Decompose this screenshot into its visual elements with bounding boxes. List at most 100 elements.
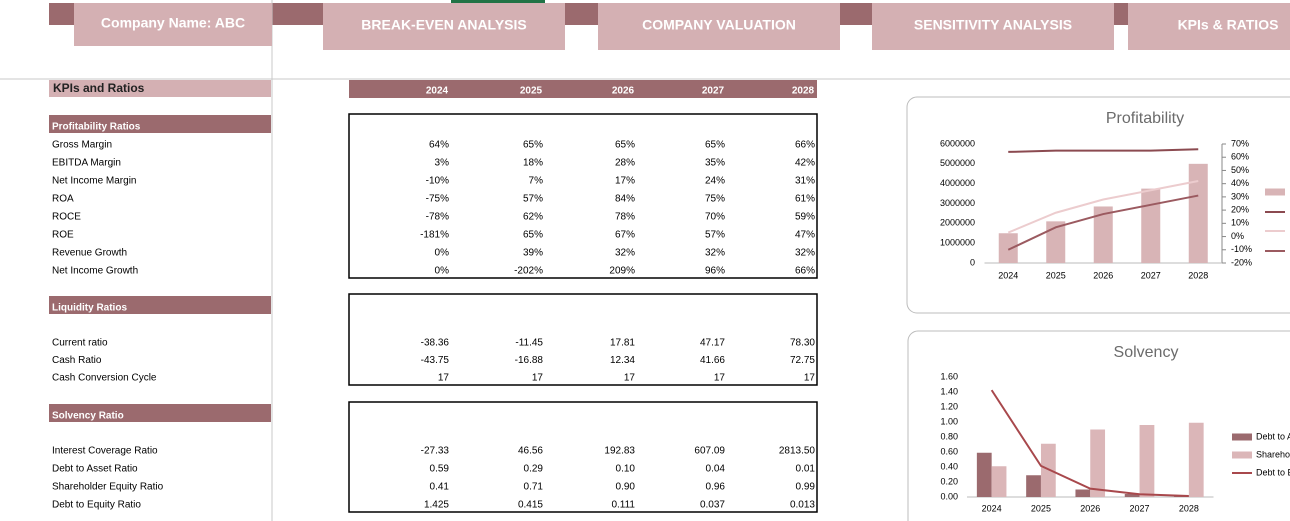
x-tick-label: 2028 (1188, 270, 1208, 280)
x-tick-label: 2028 (1179, 503, 1199, 513)
cell-value: 61% (795, 194, 815, 205)
cell-value: 78% (615, 212, 635, 223)
sheet-title: KPIs and Ratios (53, 81, 145, 95)
y2-tick-label: 10% (1231, 218, 1249, 228)
cell-value: -75% (426, 194, 449, 205)
line-series (1007, 180, 1199, 234)
y-tick-label: 0.60 (940, 446, 958, 456)
cell-value: 0.111 (611, 500, 635, 511)
nav-label[interactable]: BREAK-EVEN ANALYSIS (361, 17, 526, 33)
cell-value: 0.41 (430, 482, 450, 493)
company-box (74, 3, 272, 46)
y-tick-label: 2000000 (940, 218, 975, 228)
cell-value: -181% (420, 230, 449, 241)
section-title: Liquidity Ratios (52, 303, 127, 314)
cell-value: 0.037 (700, 500, 725, 511)
y2-tick-label: 50% (1231, 165, 1249, 175)
y-tick-label: 1.20 (940, 401, 958, 411)
section-box (348, 113, 818, 279)
nav-button[interactable] (1128, 3, 1290, 50)
year-label: 2025 (520, 86, 543, 97)
cell-value: 17 (532, 373, 544, 384)
nav-button[interactable] (872, 3, 1114, 50)
y-tick-label: 6000000 (940, 138, 975, 148)
cell-value: 17 (438, 373, 450, 384)
x-tick-label: 2027 (1130, 503, 1150, 513)
cell-value: 66% (795, 266, 815, 277)
section-header (49, 296, 271, 314)
year-label: 2027 (702, 86, 725, 97)
y2-tick-label: 60% (1231, 152, 1249, 162)
bar (998, 233, 1018, 263)
cell-value: 42% (795, 158, 815, 169)
cell-value: 0.90 (616, 482, 636, 493)
cell-value: -78% (426, 212, 449, 223)
cell-value: 0.99 (796, 482, 816, 493)
x-tick-label: 2027 (1141, 270, 1161, 280)
row-label: Interest Coverage Ratio (52, 446, 158, 457)
cell-value: 209% (609, 266, 635, 277)
cell-value: -202% (514, 266, 543, 277)
cell-value: 17 (714, 373, 726, 384)
bar (991, 466, 1007, 497)
cell-value: 0% (435, 266, 450, 277)
y2-tick-label: -10% (1231, 244, 1252, 254)
cell-value: 84% (615, 194, 635, 205)
bar (1124, 494, 1140, 497)
line-series (990, 389, 1189, 498)
nav-label[interactable]: SENSITIVITY ANALYSIS (914, 17, 1072, 33)
cell-value: 7% (529, 176, 544, 187)
cell-value: -27.33 (421, 446, 450, 457)
row-label: Revenue Growth (52, 248, 127, 259)
cell-value: 62% (523, 212, 543, 223)
line-series (1008, 148, 1199, 153)
cell-value: 32% (795, 248, 815, 259)
nav-button[interactable] (323, 3, 565, 50)
y2-tick-label: 70% (1231, 138, 1249, 148)
row-label: ROCE (52, 212, 81, 223)
cell-value: 32% (705, 248, 725, 259)
nav-label[interactable]: COMPANY VALUATION (642, 17, 796, 33)
y-tick-label: 5000000 (940, 158, 975, 168)
cell-value: 0.71 (524, 482, 544, 493)
y-tick-label: 0.80 (940, 431, 958, 441)
y2-tick-label: 0% (1231, 231, 1244, 241)
y-tick-label: 1.60 (940, 371, 958, 381)
chart-title: Profitability (1106, 110, 1184, 127)
y-tick-label: 1.00 (940, 416, 958, 426)
cell-value: 607.09 (694, 446, 725, 457)
x-tick-label: 2025 (1046, 270, 1066, 280)
cell-value: 39% (523, 248, 543, 259)
cell-value: 47% (795, 230, 815, 241)
cell-value: 57% (523, 194, 543, 205)
year-header (349, 80, 817, 98)
cell-value: 17% (615, 176, 635, 187)
row-label: Net Income Growth (52, 266, 138, 277)
section-header (49, 115, 271, 133)
section-title: Solvency Ratio (52, 411, 124, 422)
y-tick-label: 3000000 (940, 198, 975, 208)
row-label: ROA (52, 194, 74, 205)
bar (1090, 429, 1106, 497)
line-series (1007, 194, 1199, 251)
y-tick-label: 1.40 (940, 386, 958, 396)
cell-value: 35% (705, 158, 725, 169)
nav-button[interactable] (598, 3, 840, 50)
row-label: Current ratio (52, 338, 108, 349)
row-label: Cash Conversion Cycle (52, 373, 157, 384)
y-tick-label: 0.00 (940, 491, 958, 501)
cell-value: 57% (705, 230, 725, 241)
cell-value: -43.75 (421, 355, 450, 366)
row-label: Shareholder Equity Ratio (52, 482, 164, 493)
section-box (348, 293, 818, 386)
legend-swatch (1232, 433, 1252, 441)
bar (1093, 206, 1113, 263)
cell-value: 12.34 (610, 355, 635, 366)
cell-value: 47.17 (700, 338, 725, 349)
cell-value: -16.88 (515, 355, 544, 366)
active-tab-indicator (451, 0, 545, 3)
y2-tick-label: 40% (1231, 178, 1249, 188)
nav-label[interactable]: KPIs & RATIOS (1178, 17, 1279, 33)
cell-value: 17.81 (610, 338, 635, 349)
